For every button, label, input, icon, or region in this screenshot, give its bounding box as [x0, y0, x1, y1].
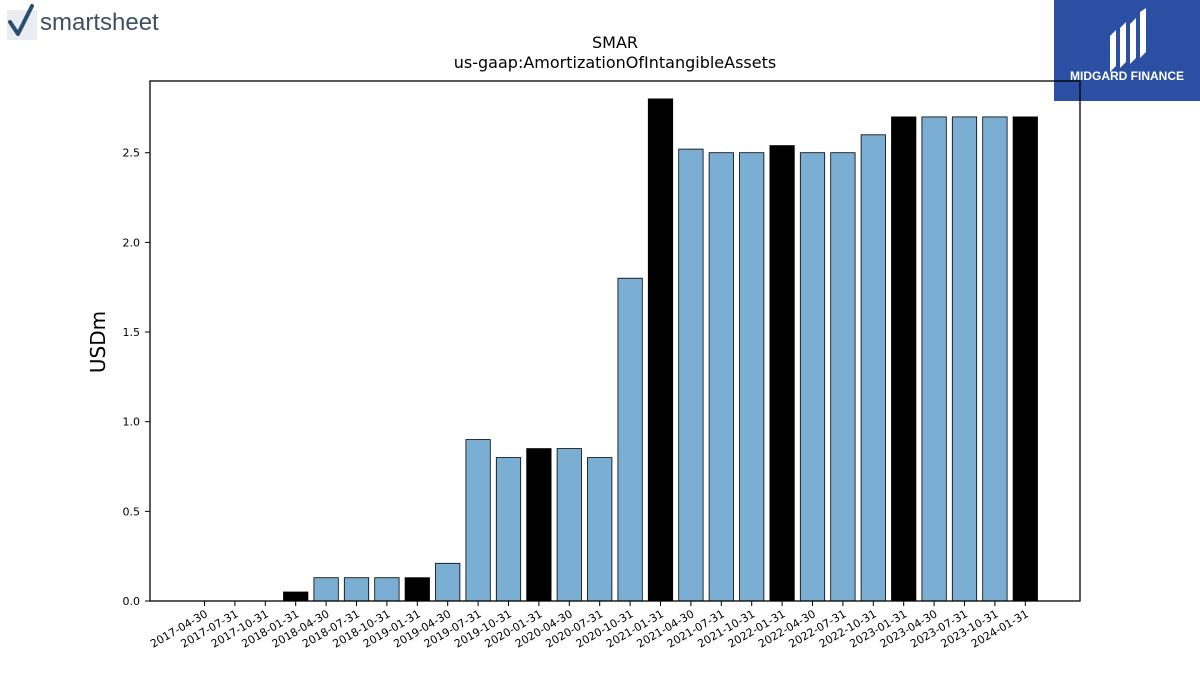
y-tick-label: 0.5	[123, 505, 141, 518]
y-tick-label: 1.0	[123, 416, 141, 429]
bar-2019-10-31	[495, 457, 522, 602]
bar-2023-04-30	[921, 116, 947, 602]
bar-2018-07-31	[343, 577, 370, 602]
bar-2021-04-30	[678, 148, 704, 602]
bar-2021-07-31	[708, 152, 734, 602]
bar-2018-10-31	[374, 577, 400, 602]
bar-2020-04-30	[556, 448, 582, 602]
bar-2023-01-31	[891, 116, 917, 602]
y-tick-label: 2.5	[123, 147, 141, 160]
midgard-emblem-icon	[1110, 8, 1146, 72]
plot-frame	[149, 80, 1081, 602]
bar-2019-01-31	[404, 577, 430, 602]
chart-subtitle: us-gaap:AmortizationOfIntangibleAssets	[454, 53, 776, 72]
bar-2023-10-31	[982, 116, 1008, 602]
bar-2022-04-30	[799, 152, 826, 602]
smartsheet-logo: smartsheet	[6, 4, 186, 44]
bar-2022-01-31	[769, 145, 795, 602]
smartsheet-wordmark: smartsheet	[40, 9, 159, 36]
bar-2019-04-30	[435, 562, 461, 602]
bar-2021-10-31	[739, 152, 765, 602]
bar-2021-01-31	[647, 98, 674, 602]
midgard-finance-logo: MIDGARD FINANCE	[1054, 0, 1200, 101]
midgard-finance-wordmark: MIDGARD FINANCE	[1070, 69, 1184, 83]
chart-title: SMAR	[592, 33, 638, 52]
x-axis-ticks: 2017-04-302017-07-312017-10-312018-01-31…	[148, 601, 1031, 651]
bar-2020-10-31	[617, 277, 643, 602]
bar-2020-01-31	[526, 448, 552, 602]
bar-2020-07-31	[587, 457, 613, 602]
bar-2019-07-31	[465, 439, 491, 602]
y-tick-label: 1.5	[123, 326, 141, 339]
y-axis-label: USDm	[86, 311, 110, 373]
bar-2018-01-31	[283, 591, 309, 602]
bars-group	[283, 98, 1038, 602]
bar-2018-04-30	[313, 577, 339, 602]
checkmark-icon	[7, 4, 37, 40]
y-axis-ticks: 0.0 0.5 1.0 1.5 2.0 2.5	[123, 147, 150, 608]
bar-2022-10-31	[860, 134, 886, 602]
y-tick-label: 0.0	[123, 595, 141, 608]
y-tick-label: 2.0	[123, 236, 141, 249]
bar-2022-07-31	[830, 152, 856, 602]
bar-2024-01-31	[1012, 116, 1038, 602]
bar-2023-07-31	[951, 116, 978, 602]
